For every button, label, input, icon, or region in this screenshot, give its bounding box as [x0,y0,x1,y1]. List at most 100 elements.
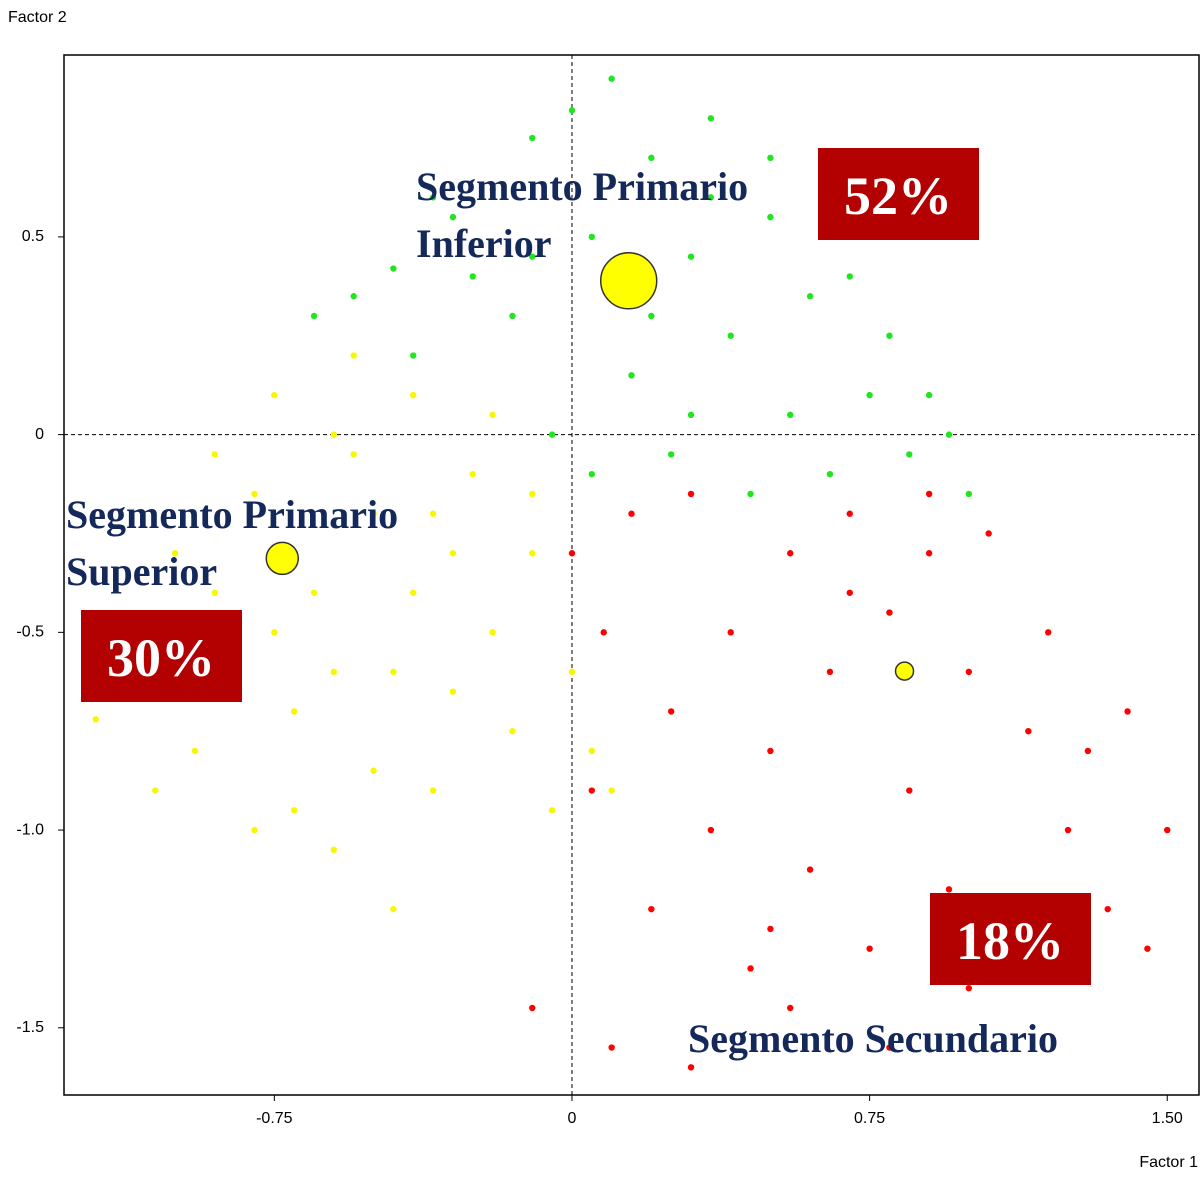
point [489,186,496,193]
centroid [599,252,658,310]
point [588,747,596,755]
point [608,174,615,181]
segment-label: Segmento Primario [66,492,398,537]
point [1124,708,1131,715]
point [548,807,556,814]
segment-label: Segmento Primario [416,164,748,209]
y-tick-label: 0.5 [22,228,44,245]
centroid [894,661,915,681]
point [727,332,734,339]
x-tick-label: -0.75 [256,1110,293,1127]
point [449,550,457,557]
point [767,213,774,221]
y-axis-label: Factor 2 [8,9,67,26]
point [568,550,576,557]
point [390,265,397,272]
point [687,253,695,260]
x-tick-label: 0.75 [854,1110,885,1127]
point [469,470,476,478]
point [826,668,834,676]
point [925,550,933,557]
point [667,708,675,715]
point [886,332,893,339]
point [846,510,853,517]
point [727,629,734,636]
point [429,510,437,517]
point [290,807,298,814]
point [529,550,536,557]
point [648,312,655,320]
point [866,945,873,952]
x-tick-label: 0 [568,1110,577,1127]
point [866,391,873,399]
point [787,1004,794,1012]
point [410,352,417,359]
segment-label: Segmento Secundario [688,1016,1058,1061]
point [588,787,596,794]
point [806,293,814,300]
point [548,431,556,438]
point [787,411,794,419]
point [608,75,615,82]
point [429,194,437,201]
point [707,826,715,834]
point [92,716,99,723]
point [350,451,357,458]
point [370,510,377,517]
x-tick-label: 1.50 [1152,1110,1183,1127]
point [449,688,457,695]
point [925,391,933,399]
point [310,589,318,596]
point [767,747,774,755]
point [747,490,754,498]
point [707,115,715,122]
point [330,668,338,676]
point [211,589,219,596]
point [271,629,278,636]
point [529,253,536,260]
point [152,787,159,794]
point [600,629,607,636]
point [529,134,536,142]
point [370,767,377,774]
point [925,490,933,498]
point [251,826,258,834]
point [1064,826,1072,834]
point [945,886,953,893]
point [529,1004,536,1012]
point [787,550,794,557]
y-tick-label: -1.0 [16,821,44,838]
point [350,293,357,300]
point [965,490,973,498]
share-box [818,148,979,240]
point [747,965,754,972]
point [707,194,715,201]
point [608,787,615,794]
point [330,431,338,438]
point [211,451,219,458]
point [489,629,496,636]
point [687,490,695,498]
point [271,391,278,399]
point [628,372,635,379]
point [350,352,357,359]
x-axis-label: Factor 1 [1139,1154,1198,1171]
point [826,470,834,478]
point [410,589,417,596]
point [965,668,973,676]
point [290,708,298,715]
point [965,985,973,992]
point [886,1044,893,1051]
point [886,609,893,616]
point [568,107,576,114]
point [1164,826,1171,834]
point [449,213,457,221]
point [390,668,397,676]
point [945,431,953,438]
point [1025,727,1032,735]
point [687,1064,695,1071]
point [330,846,338,854]
point [469,273,476,280]
point [588,470,596,478]
